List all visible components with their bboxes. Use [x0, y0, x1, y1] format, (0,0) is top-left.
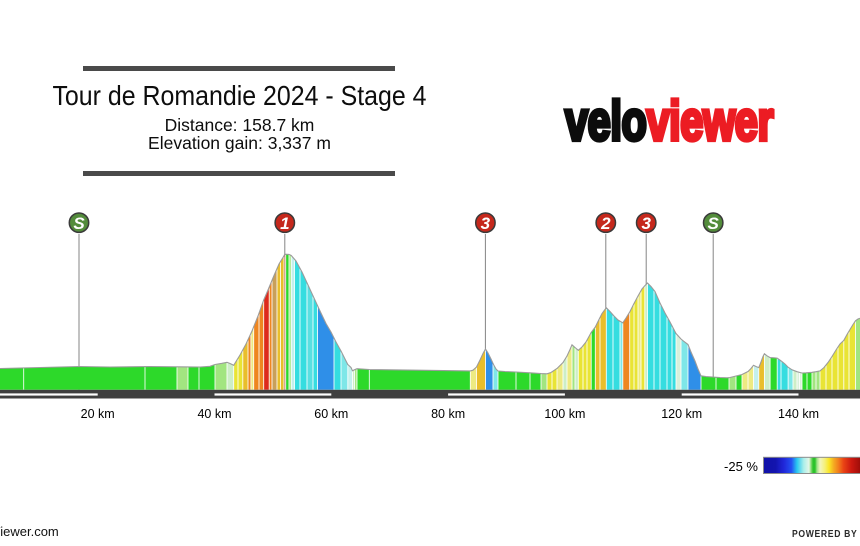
svg-text:3: 3	[481, 214, 491, 233]
svg-text:1: 1	[280, 214, 289, 233]
svg-text:3: 3	[641, 214, 651, 233]
svg-text:S: S	[708, 214, 720, 233]
svg-text:2: 2	[600, 214, 611, 233]
svg-text:S: S	[73, 214, 85, 233]
